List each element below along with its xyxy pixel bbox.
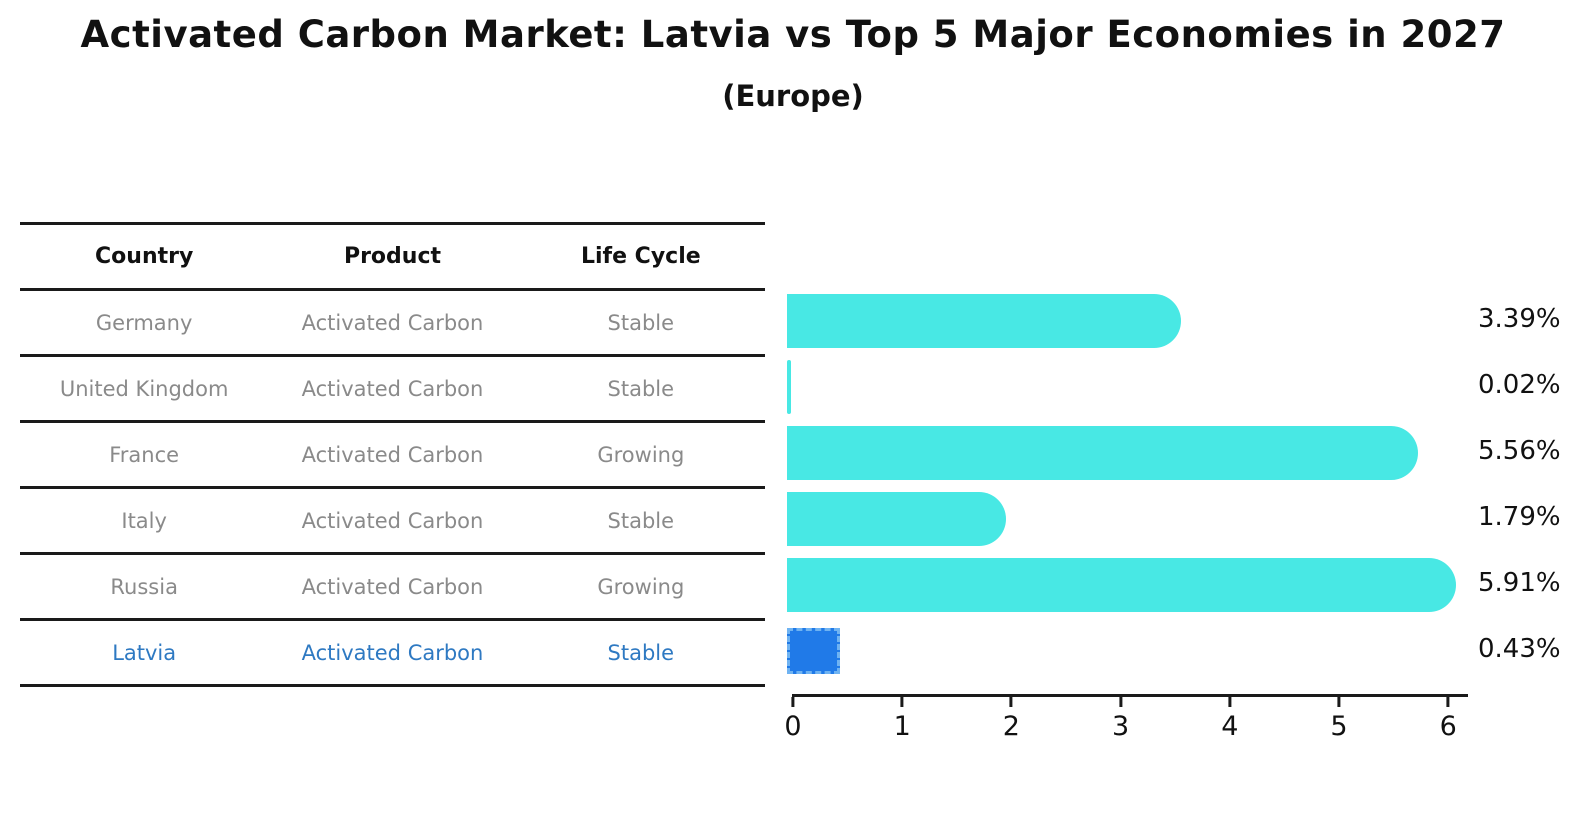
chart-subtitle: (Europe) (722, 79, 864, 113)
tick-mark (900, 697, 904, 707)
cell-lifecycle: Stable (607, 640, 675, 665)
tick-mark (1119, 697, 1123, 707)
x-tick-2: 2 (1003, 697, 1020, 742)
bar-russia (787, 558, 1457, 612)
bar-latvia-highlighted (787, 628, 840, 674)
tick-mark (791, 697, 795, 707)
bar-germany (787, 294, 1182, 348)
table-header-row: Country Product Life Cycle (20, 225, 765, 291)
tick-mark (1009, 697, 1013, 707)
x-tick-6: 6 (1440, 697, 1457, 742)
cell-product: Activated Carbon (301, 442, 484, 467)
cell-lifecycle: Stable (607, 376, 675, 401)
cell-product: Activated Carbon (301, 376, 484, 401)
table-row-france: France Activated Carbon Growing (20, 423, 765, 489)
tick-label: 5 (1330, 711, 1348, 742)
tick-mark (1228, 697, 1232, 707)
cell-country: Italy (121, 508, 167, 533)
table-row-italy: Italy Activated Carbon Stable (20, 489, 765, 555)
cell-country: France (109, 442, 180, 467)
cell-lifecycle: Stable (607, 508, 675, 533)
x-tick-1: 1 (894, 697, 911, 742)
cell-product: Activated Carbon (301, 508, 484, 533)
cell-country: Russia (110, 574, 178, 599)
bar-united-kingdom (787, 360, 791, 414)
x-tick-5: 5 (1330, 697, 1348, 742)
x-tick-3: 3 (1112, 697, 1129, 742)
tick-label: 6 (1439, 711, 1457, 742)
cell-product: Activated Carbon (301, 640, 484, 665)
value-label-germany: 3.39% (1478, 304, 1561, 334)
table-header-lifecycle: Life Cycle (580, 244, 701, 269)
tick-label: 3 (1112, 711, 1130, 742)
tick-label: 0 (784, 711, 802, 742)
cell-country: United Kingdom (59, 376, 229, 401)
value-label-france: 5.56% (1478, 436, 1561, 466)
table-row-russia: Russia Activated Carbon Growing (20, 555, 765, 621)
tick-label: 1 (893, 711, 911, 742)
tick-label: 2 (1002, 711, 1020, 742)
data-table: Country Product Life Cycle Germany Activ… (20, 222, 765, 687)
table-header-product: Product (343, 244, 442, 269)
cell-lifecycle: Growing (597, 442, 685, 467)
x-axis-line (792, 694, 1468, 697)
cell-product: Activated Carbon (301, 574, 484, 599)
cell-country: Germany (95, 310, 193, 335)
bar-france (787, 426, 1419, 480)
value-label-italy: 1.79% (1478, 502, 1561, 532)
tick-mark (1446, 697, 1450, 707)
x-tick-0: 0 (784, 697, 802, 742)
cell-lifecycle: Stable (607, 310, 675, 335)
value-label-united-kingdom: 0.02% (1478, 370, 1561, 400)
bar-italy (787, 492, 1007, 546)
table-header-country: Country (95, 244, 194, 269)
tick-label: 4 (1221, 711, 1239, 742)
table-row-germany: Germany Activated Carbon Stable (20, 291, 765, 357)
x-tick-4: 4 (1221, 697, 1238, 742)
value-label-latvia: 0.43% (1478, 634, 1561, 664)
table-row-latvia-highlighted: Latvia Activated Carbon Stable (20, 621, 765, 687)
cell-lifecycle: Growing (597, 574, 685, 599)
chart-title: Activated Carbon Market: Latvia vs Top 5… (80, 13, 1506, 56)
tick-mark (1337, 697, 1341, 707)
table-row-united-kingdom: United Kingdom Activated Carbon Stable (20, 357, 765, 423)
cell-country: Latvia (112, 640, 177, 665)
cell-product: Activated Carbon (301, 310, 484, 335)
value-label-russia: 5.91% (1478, 568, 1561, 598)
